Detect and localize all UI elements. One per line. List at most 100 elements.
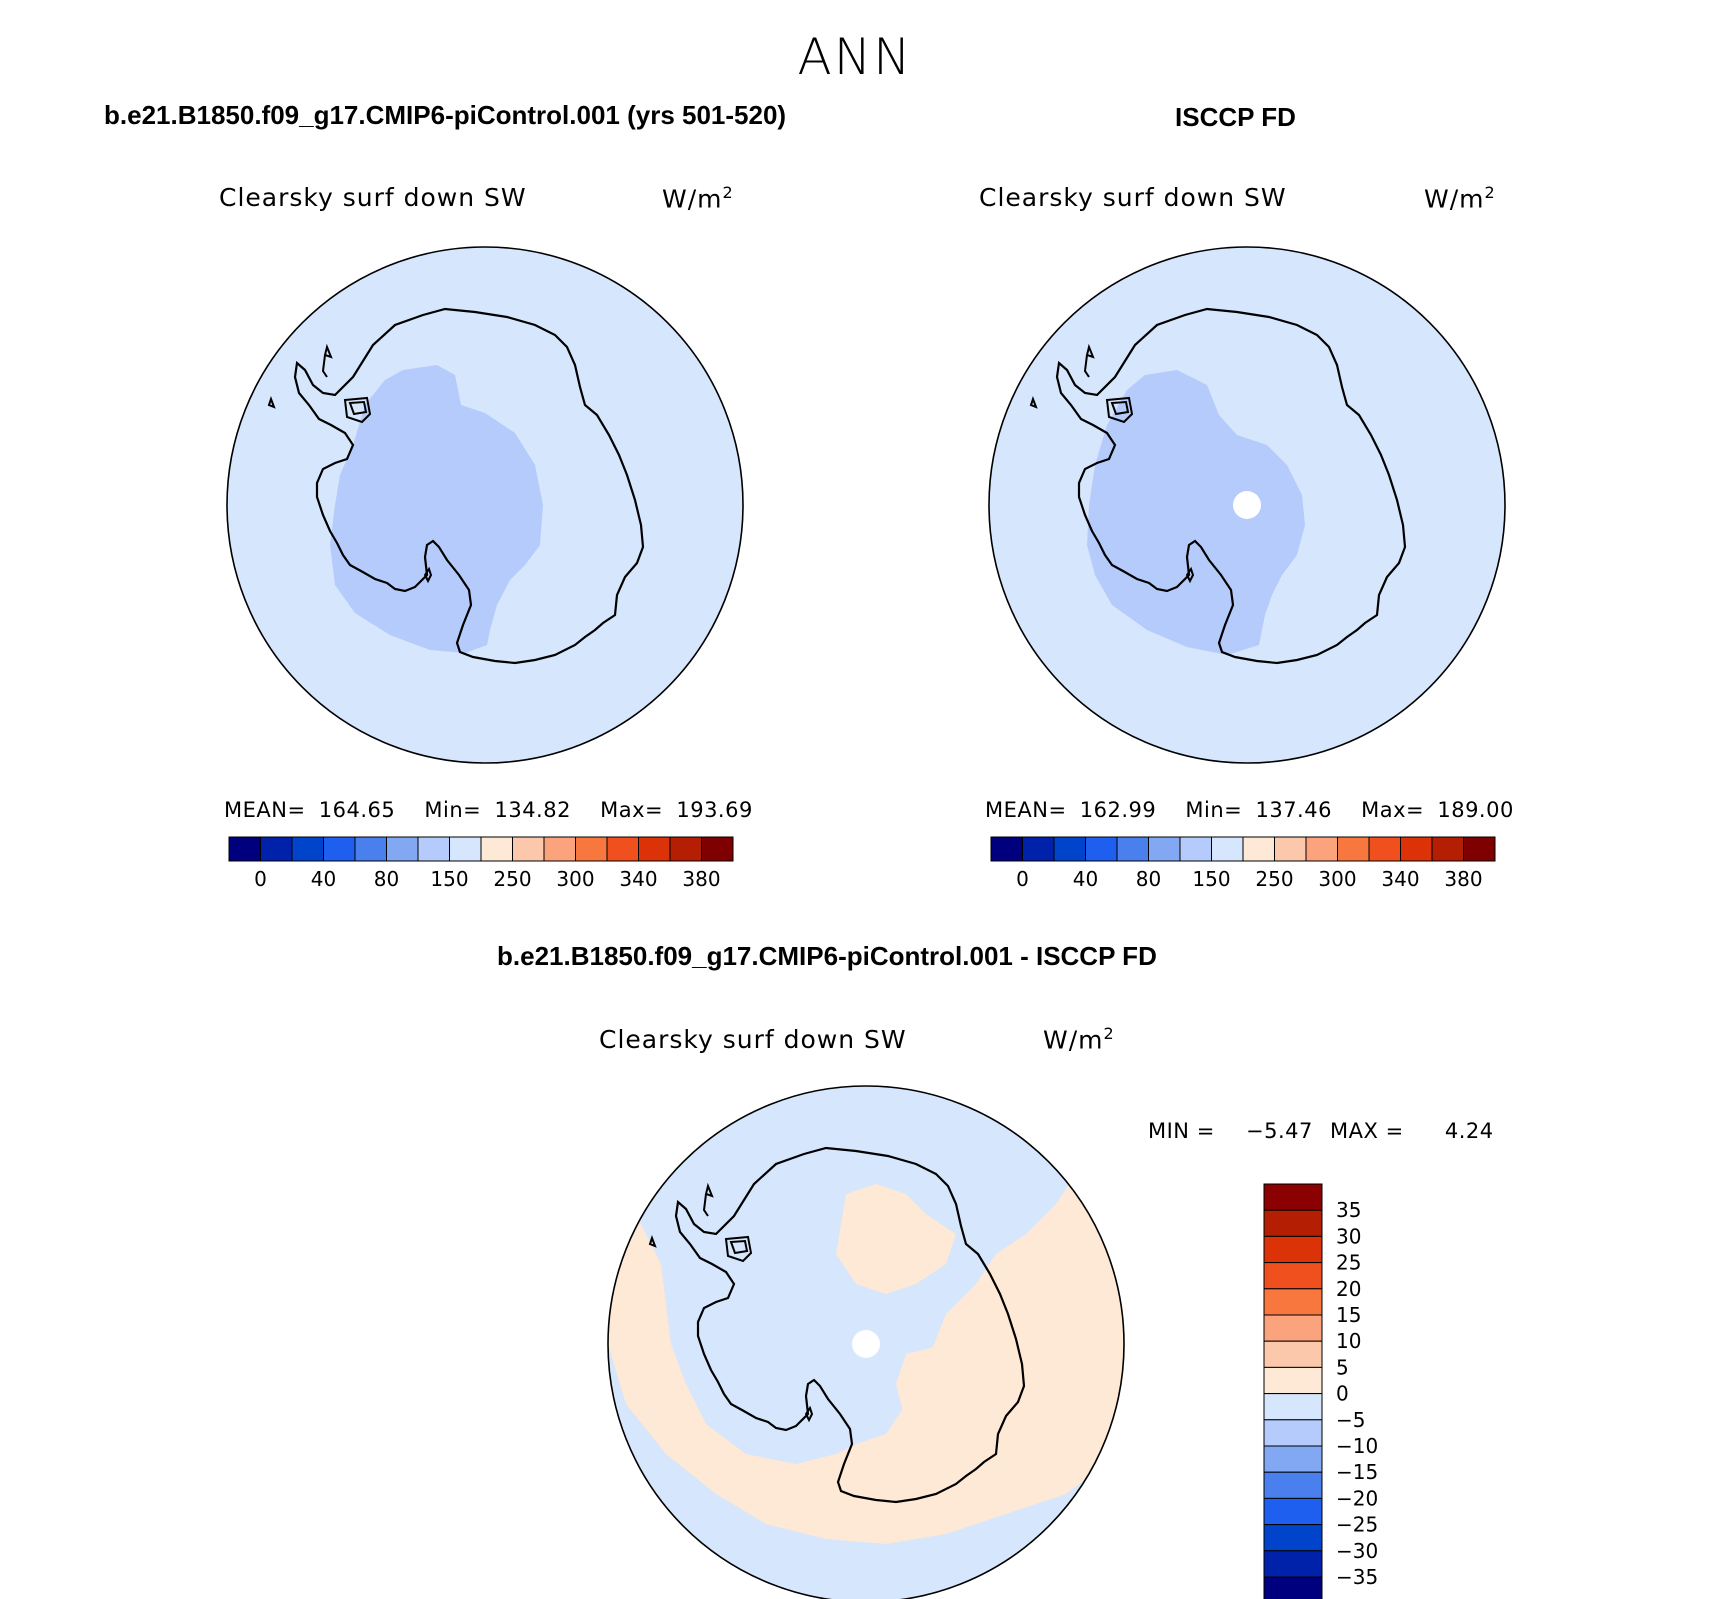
colorbar-tick-label: −35 <box>1336 1565 1378 1589</box>
colorbar-tick-label: 250 <box>1255 867 1293 891</box>
colorbar-swatch <box>1263 1314 1323 1342</box>
colorbar-swatch <box>1400 836 1433 862</box>
colorbar-tick-label: 0 <box>1336 1382 1349 1406</box>
variable-label-model: Clearsky surf down SW <box>219 183 527 212</box>
colorbar-swatch <box>1263 1288 1323 1316</box>
min-label: Min= <box>1185 798 1243 822</box>
colorbar-tick-label: 150 <box>430 867 468 891</box>
colorbar-swatch <box>480 836 513 862</box>
colorbar-swatch <box>1179 836 1212 862</box>
colorbar-swatch <box>1263 1576 1323 1599</box>
colorbar-swatch <box>606 836 639 862</box>
map-border <box>607 1085 1125 1599</box>
colorbar-tick-label: 35 <box>1336 1198 1361 1222</box>
stats-model: MEAN= 164.65 Min= 134.82 Max= 193.69 <box>224 798 753 822</box>
units-label-obs: W/m2 <box>1424 183 1496 214</box>
min-label: Min= <box>424 798 482 822</box>
colorbar-swatch <box>1263 1235 1323 1264</box>
map-obs <box>988 246 1506 764</box>
map-border <box>226 246 744 764</box>
map-model <box>226 246 744 764</box>
colorbar-tick-label: 300 <box>1318 867 1356 891</box>
colorbar-tick-label: 300 <box>556 867 594 891</box>
colorbar-swatch <box>323 836 356 862</box>
mean-label: MEAN= <box>985 798 1067 822</box>
ice-shelf-outline <box>724 1235 753 1263</box>
colorbar-tick-label: −30 <box>1336 1539 1378 1563</box>
colorbar-swatch <box>1022 836 1055 862</box>
mean-value: 162.99 <box>1079 798 1157 822</box>
colorbar-swatch <box>417 836 450 862</box>
colorbar-tick-label: 30 <box>1336 1224 1361 1248</box>
island-small <box>804 1405 814 1423</box>
colorbar-swatch <box>1116 836 1149 862</box>
colorbar-swatch <box>669 836 702 862</box>
units-label-diff: W/m2 <box>1043 1024 1115 1055</box>
max-value: 4.24 <box>1444 1119 1494 1143</box>
figure-title: ANN <box>797 28 913 86</box>
ice-shelf-outline <box>343 396 372 424</box>
colorbar-swatch <box>1263 1524 1323 1552</box>
mean-label: MEAN= <box>224 798 306 822</box>
colorbar-swatch <box>1263 1393 1323 1421</box>
colorbar-tick-label: −20 <box>1336 1486 1378 1510</box>
islands <box>267 343 333 409</box>
colorbar-tick-label: 0 <box>254 867 267 891</box>
island-small <box>423 566 433 584</box>
panel-title-model: b.e21.B1850.f09_g17.CMIP6-piControl.001 … <box>104 100 787 130</box>
colorbar-swatch <box>1263 1471 1323 1499</box>
colorbar-swatch <box>1263 1209 1323 1237</box>
colorbar-tick-label: 0 <box>1016 867 1029 891</box>
colorbar-swatch <box>990 836 1023 862</box>
stats-diff: MIN = −5.47 MAX = 4.24 <box>1148 1119 1494 1143</box>
low-value-region <box>1087 370 1305 655</box>
colorbar-swatch <box>1242 836 1275 862</box>
colorbar-tick-label: 40 <box>311 867 336 891</box>
colorbar-swatch <box>260 836 293 862</box>
variable-label-diff: Clearsky surf down SW <box>599 1025 907 1054</box>
colorbar-swatch <box>701 836 734 862</box>
stats-obs: MEAN= 162.99 Min= 137.46 Max= 189.00 <box>985 798 1514 822</box>
colorbar-swatch <box>228 836 261 862</box>
colorbar-swatch <box>1263 1419 1323 1447</box>
colorbar-tick-label: 15 <box>1336 1303 1361 1327</box>
colorbar-tick-label: 40 <box>1073 867 1098 891</box>
max-value: 193.69 <box>676 798 753 822</box>
colorbar-swatch <box>543 836 576 862</box>
colorbar-swatch <box>1274 836 1307 862</box>
colorbar-swatch <box>1368 836 1401 862</box>
map-border <box>988 246 1506 764</box>
max-label: Max= <box>600 798 664 822</box>
units-label-model: W/m2 <box>662 183 734 214</box>
islands <box>1029 343 1095 409</box>
colorbar-swatch <box>1263 1262 1323 1290</box>
positive-difference-region-east <box>896 1344 996 1464</box>
colorbar-swatch <box>1263 1497 1323 1526</box>
missing-data-pole <box>1233 491 1261 519</box>
colorbar-swatch <box>1431 836 1464 862</box>
max-value: 189.00 <box>1437 798 1514 822</box>
colorbar-swatch <box>1263 1366 1323 1395</box>
colorbar-tick-label: 25 <box>1336 1251 1361 1275</box>
colorbar-tick-label: −25 <box>1336 1513 1378 1537</box>
colorbar-tick-label: 340 <box>619 867 657 891</box>
colorbar-swatch <box>1337 836 1370 862</box>
colorbar-tick-label: 80 <box>1136 867 1161 891</box>
colorbar-tick-label: 5 <box>1336 1355 1349 1379</box>
colorbar-swatch <box>1085 836 1118 862</box>
positive-difference-region <box>608 1174 1124 1544</box>
min-value: 134.82 <box>494 798 571 822</box>
colorbar-swatch <box>354 836 387 862</box>
mean-value: 164.65 <box>318 798 396 822</box>
islands <box>648 1182 714 1248</box>
colorbar-model: 0 40 80 150 250 300 340 380 <box>228 836 734 891</box>
colorbar-tick-label: 380 <box>682 867 720 891</box>
colorbar-tick-label: 150 <box>1192 867 1230 891</box>
min-value: 137.46 <box>1255 798 1332 822</box>
min-label: MIN = <box>1148 1119 1215 1143</box>
ice-shelf-outline <box>1105 396 1134 424</box>
map-diff <box>607 1085 1125 1599</box>
colorbar-tick-label: 340 <box>1381 867 1419 891</box>
